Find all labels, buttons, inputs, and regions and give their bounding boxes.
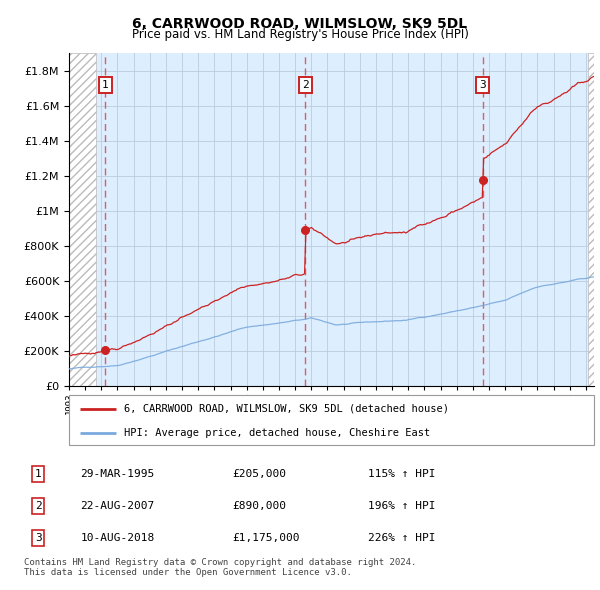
Text: 2: 2: [35, 501, 41, 511]
Text: 226% ↑ HPI: 226% ↑ HPI: [368, 533, 436, 543]
Text: 1: 1: [35, 469, 41, 479]
Bar: [587, 53, 594, 386]
Text: 3: 3: [35, 533, 41, 543]
Text: 6, CARRWOOD ROAD, WILMSLOW, SK9 5DL (detached house): 6, CARRWOOD ROAD, WILMSLOW, SK9 5DL (det…: [124, 404, 449, 414]
Text: 1: 1: [101, 80, 109, 90]
Text: 3: 3: [479, 80, 486, 90]
Text: 196% ↑ HPI: 196% ↑ HPI: [368, 501, 436, 511]
Text: £205,000: £205,000: [233, 469, 287, 479]
Text: 115% ↑ HPI: 115% ↑ HPI: [368, 469, 436, 479]
Text: Contains HM Land Registry data © Crown copyright and database right 2024.
This d: Contains HM Land Registry data © Crown c…: [24, 558, 416, 577]
Text: HPI: Average price, detached house, Cheshire East: HPI: Average price, detached house, Ches…: [124, 428, 430, 438]
Text: 22-AUG-2007: 22-AUG-2007: [80, 501, 155, 511]
Text: Price paid vs. HM Land Registry's House Price Index (HPI): Price paid vs. HM Land Registry's House …: [131, 28, 469, 41]
Text: 2: 2: [302, 80, 309, 90]
Text: 10-AUG-2018: 10-AUG-2018: [80, 533, 155, 543]
Text: 6, CARRWOOD ROAD, WILMSLOW, SK9 5DL: 6, CARRWOOD ROAD, WILMSLOW, SK9 5DL: [133, 17, 467, 31]
Text: £1,175,000: £1,175,000: [233, 533, 300, 543]
Text: 29-MAR-1995: 29-MAR-1995: [80, 469, 155, 479]
Text: £890,000: £890,000: [233, 501, 287, 511]
FancyBboxPatch shape: [69, 395, 594, 445]
Bar: [69, 53, 97, 386]
